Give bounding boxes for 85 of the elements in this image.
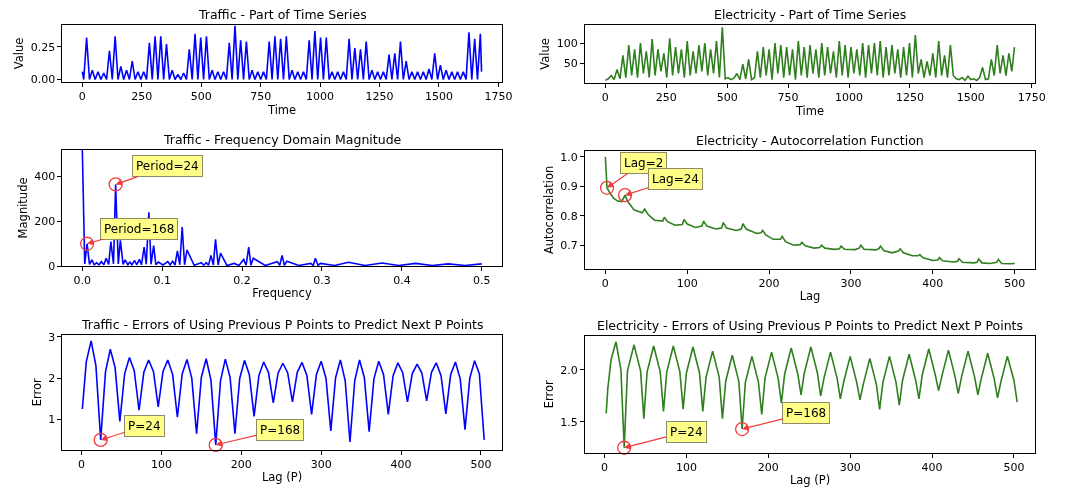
annotation: Lag=2	[624, 156, 664, 170]
y-axis-title: Error	[541, 379, 556, 409]
x-tick-label: 500	[716, 91, 738, 105]
chart-title: Traffic - Errors of Using Previous P Points to Predict Next P Points	[81, 317, 484, 332]
x-tick-label: 0.0	[73, 274, 92, 288]
x-tick-label: 1500	[424, 90, 453, 104]
y-tick-label: 0.25	[30, 40, 56, 54]
y-tick-label: 1.0	[560, 150, 578, 164]
x-tick-label: 0	[78, 458, 86, 472]
y-tick-label: 200	[34, 215, 56, 229]
y-tick-label: 0.7	[560, 239, 578, 253]
x-tick-label: 750	[777, 91, 799, 105]
chart-title: Traffic - Part of Time Series	[198, 7, 367, 22]
x-tick-label: 200	[758, 277, 780, 291]
x-tick-label: 500	[1004, 277, 1026, 291]
x-tick-label: 300	[840, 277, 862, 291]
x-tick-label: 200	[757, 461, 779, 475]
x-tick-label: 0.5	[473, 274, 491, 288]
x-tick-label: 1000	[835, 91, 864, 105]
x-tick-label: 250	[655, 91, 677, 105]
x-tick-label: 500	[190, 90, 212, 104]
y-tick-label: 2.0	[560, 363, 578, 377]
annotation: P=168	[260, 423, 301, 437]
x-tick-label: 300	[310, 458, 332, 472]
y-axis-title: Autocorrelation	[541, 165, 556, 255]
chart-title: Electricity - Autocorrelation Function	[696, 133, 924, 148]
x-tick-label: 500	[470, 458, 492, 472]
x-tick-label: 400	[922, 277, 944, 291]
x-axis-title: Time	[794, 104, 825, 119]
y-tick-label: 0.8	[560, 209, 578, 223]
x-tick-label: 0.4	[393, 274, 411, 288]
y-axis-title: Value	[12, 37, 27, 70]
y-axis-title: Value	[538, 38, 553, 70]
x-tick-label: 1500	[956, 91, 985, 105]
y-tick-label: 50	[563, 57, 578, 71]
y-tick-label: 400	[34, 170, 56, 184]
x-tick-label: 1250	[365, 90, 394, 104]
x-axis-title: Lag (P)	[261, 469, 303, 484]
x-tick-label: 400	[921, 461, 943, 475]
annotation: Lag=24	[652, 172, 699, 186]
y-tick-label: 3	[48, 330, 56, 344]
x-tick-label: 1750	[484, 90, 513, 104]
y-axis-title: Magnitude	[15, 177, 30, 239]
x-tick-label: 1250	[895, 91, 924, 105]
x-axis-title: Lag (P)	[789, 472, 831, 487]
x-tick-label: 1000	[306, 90, 335, 104]
x-tick-label: 0	[601, 91, 609, 105]
line-series	[604, 26, 1016, 82]
x-tick-label: 0	[78, 90, 86, 104]
x-tick-label: 100	[675, 461, 697, 475]
annotation: P=168	[786, 406, 827, 420]
x-tick-label: 250	[131, 90, 153, 104]
annotation: Period=24	[136, 159, 199, 173]
x-axis-title: Time	[266, 103, 297, 118]
x-axis-title: Frequency	[252, 285, 312, 300]
x-tick-label: 0.3	[313, 274, 331, 288]
x-tick-label: 400	[390, 458, 412, 472]
x-tick-label: 0	[601, 461, 609, 475]
y-tick-label: 2	[48, 371, 56, 385]
chart-title: Traffic - Frequency Domain Magnitude	[163, 132, 402, 147]
y-tick-label: 1	[48, 413, 56, 427]
chart-title: Electricity - Part of Time Series	[714, 7, 907, 22]
y-tick-label: 1.5	[560, 415, 578, 429]
y-tick-label: 0.00	[30, 73, 56, 87]
x-tick-label: 0.1	[153, 274, 171, 288]
x-tick-label: 100	[676, 277, 698, 291]
annotation: Period=168	[104, 222, 175, 236]
x-tick-label: 500	[1003, 461, 1025, 475]
annotation: P=24	[670, 425, 703, 439]
y-tick-label: 0	[48, 259, 56, 273]
chart-title: Electricity - Errors of Using Previous P Points to Predict Next P Points	[597, 318, 1024, 333]
x-tick-label: 200	[230, 458, 252, 472]
line-series	[81, 149, 483, 267]
x-tick-label: 0.2	[233, 274, 251, 288]
y-axis-title: Error	[29, 378, 44, 407]
line-series	[81, 25, 483, 81]
x-tick-label: 750	[250, 90, 272, 104]
x-tick-label: 300	[839, 461, 861, 475]
y-tick-label: 0.9	[560, 180, 578, 194]
x-tick-label: 1750	[1017, 91, 1046, 105]
annotation: P=24	[128, 419, 161, 433]
x-tick-label: 0	[601, 277, 609, 291]
x-axis-title: Lag	[799, 288, 821, 303]
y-tick-label: 100	[556, 37, 578, 51]
x-tick-label: 100	[150, 458, 172, 472]
